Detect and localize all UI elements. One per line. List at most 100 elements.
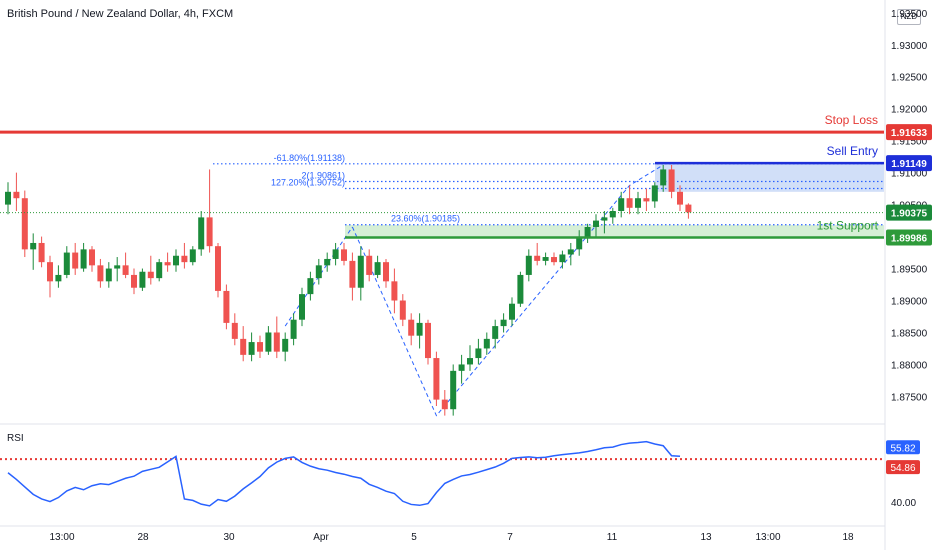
candle-body: [156, 262, 163, 279]
candle-body: [30, 242, 37, 250]
candle-body: [349, 260, 356, 288]
candle-body: [475, 348, 482, 359]
candle-body: [173, 255, 179, 266]
current-price-badge: [886, 204, 932, 221]
time-tick-label: 13: [700, 532, 712, 543]
fib-label: 127.20%(1.90752): [271, 177, 345, 187]
price-tick-label: 1.89000: [891, 297, 928, 308]
candle-body: [366, 255, 373, 275]
candle-body: [290, 319, 297, 339]
rsi-value-label: 55.82: [890, 443, 915, 454]
candle-body: [332, 249, 339, 259]
candle-body: [609, 211, 616, 218]
price-tick-label: 1.89500: [891, 265, 928, 276]
candle-body: [483, 338, 490, 349]
fib-label: 2(1.90861): [301, 171, 345, 181]
sell-entry-zone: [655, 163, 884, 192]
candle-body: [105, 268, 112, 282]
candle-body: [458, 364, 465, 371]
candle-body: [635, 198, 641, 208]
candle-body: [189, 249, 196, 263]
candle-body: [668, 169, 675, 192]
time-tick-label: 11: [607, 532, 618, 543]
rsi-line: [7, 440, 681, 507]
candle-body: [97, 265, 104, 282]
rsi-title: RSI: [7, 433, 24, 444]
candle-body: [63, 252, 70, 275]
candle-body: [593, 220, 599, 227]
candle-body: [122, 265, 129, 275]
candle-body: [5, 191, 11, 205]
candle-body: [500, 319, 507, 327]
candle-body: [181, 255, 188, 263]
candle-body: [534, 255, 541, 261]
candle-body: [425, 322, 431, 359]
price-tick-label: 1.92500: [891, 73, 928, 84]
price-tick-label: 1.91500: [891, 137, 928, 148]
time-tick-label: 7: [507, 532, 513, 543]
candle-body: [13, 191, 20, 199]
candle-body: [341, 249, 347, 261]
candle-body: [164, 262, 171, 266]
candle-body: [265, 332, 272, 352]
price-tick-label: 1.88000: [891, 360, 928, 371]
current-price-badge-label: 1.90375: [891, 209, 928, 220]
candle-body: [509, 303, 515, 320]
candle-body: [147, 271, 154, 279]
candle-body: [551, 257, 557, 263]
candle-body: [114, 265, 121, 269]
candle-body: [576, 236, 583, 250]
candle-body: [517, 274, 524, 304]
fib-levels: -61.80%(1.91138) 2(1.90861)127.20%(1.9075…: [213, 153, 884, 417]
rsi-level-label: 54.86: [890, 463, 915, 474]
support-badge: [886, 229, 932, 246]
candle-body: [131, 274, 137, 288]
candle-body: [651, 185, 658, 202]
currency-badge[interactable]: NZD: [897, 9, 921, 25]
candle-body: [72, 252, 79, 269]
candle-body: [315, 265, 322, 279]
price-tick-label: 1.91000: [891, 169, 928, 180]
candle-body: [55, 274, 62, 282]
candle-body: [399, 300, 406, 320]
candle-body: [307, 278, 314, 295]
sell-entry-badge-label: 1.91149: [891, 159, 927, 170]
price-tick-label: 1.92000: [891, 105, 928, 116]
candle-body: [618, 198, 625, 211]
rsi-value-badge: [886, 440, 920, 455]
grid: [0, 0, 886, 550]
candle-body: [677, 191, 683, 205]
chart-title: British Pound / New Zealand Dollar, 4h, …: [7, 8, 234, 20]
candle-body: [240, 338, 247, 355]
candle-body: [38, 242, 45, 263]
time-tick-label: Apr: [313, 532, 329, 543]
time-tick-label: 30: [223, 532, 235, 543]
fib-label: 23.60%(1.90185): [391, 214, 460, 224]
candle-body: [206, 217, 213, 247]
candle-body: [433, 358, 440, 400]
price-tick-label: 1.93500: [891, 9, 928, 20]
candle-body: [416, 322, 423, 336]
candle-body: [89, 249, 95, 266]
candle-body: [299, 294, 305, 320]
support-zone: [345, 225, 884, 238]
candle-body: [660, 169, 667, 186]
price-axis[interactable]: 1.93500 1.93000 1.92500 1.92000 1.91500 1.910…: [886, 9, 932, 404]
candle-body: [198, 217, 205, 250]
rsi-tick-label: 40.00: [891, 498, 916, 509]
candle-body: [408, 319, 415, 336]
candle-body: [559, 254, 566, 263]
candle-body: [47, 262, 53, 282]
fib-label: -61.80%(1.91138): [274, 153, 345, 163]
time-axis[interactable]: 13:00 28 30 Apr 5 7 11 13 13:00 18: [49, 532, 854, 543]
candle-body: [282, 338, 289, 352]
candle-body: [492, 326, 499, 339]
candle-body: [215, 246, 221, 291]
candle-body: [231, 322, 238, 339]
candle-body: [542, 257, 549, 261]
candle-body: [357, 255, 364, 288]
candle-body: [21, 198, 28, 250]
time-tick-label: 28: [137, 532, 149, 543]
candle-body: [139, 271, 146, 288]
